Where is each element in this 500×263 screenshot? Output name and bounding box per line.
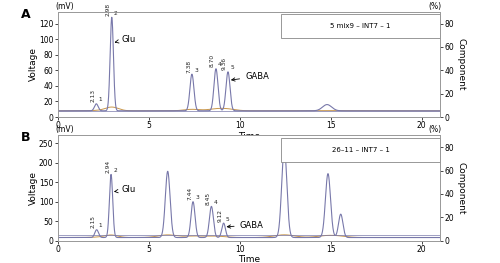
Text: 2: 2	[113, 168, 117, 173]
Text: (min): (min)	[420, 146, 440, 155]
Text: 7.44: 7.44	[187, 187, 192, 200]
Text: 1: 1	[99, 223, 102, 228]
Text: 2.98: 2.98	[106, 3, 111, 16]
Text: 9.12: 9.12	[218, 209, 222, 221]
X-axis label: Time: Time	[238, 255, 260, 263]
FancyBboxPatch shape	[282, 138, 440, 162]
Text: 9.36: 9.36	[222, 57, 227, 70]
Text: 26–11 – INT7 – 1: 26–11 – INT7 – 1	[332, 147, 390, 153]
Text: Glu: Glu	[114, 185, 136, 195]
Text: (%): (%)	[429, 125, 442, 134]
Text: A: A	[21, 8, 31, 21]
Text: (%): (%)	[429, 2, 442, 11]
Text: 5 mix9 – INT7 – 1: 5 mix9 – INT7 – 1	[330, 23, 390, 29]
Text: 5: 5	[226, 216, 230, 221]
Text: 2.13: 2.13	[90, 89, 96, 102]
Text: 4: 4	[214, 200, 218, 205]
Text: 2: 2	[114, 11, 117, 16]
Text: 7.38: 7.38	[186, 59, 191, 73]
Y-axis label: Component: Component	[456, 162, 466, 214]
Text: 3: 3	[194, 68, 198, 73]
Text: 2.15: 2.15	[91, 215, 96, 228]
Y-axis label: Voltage: Voltage	[28, 47, 38, 82]
Text: Glu: Glu	[116, 35, 136, 44]
Y-axis label: Component: Component	[456, 38, 466, 91]
Text: GABA: GABA	[228, 221, 264, 230]
Text: 4: 4	[218, 62, 222, 67]
Text: (mV): (mV)	[56, 2, 74, 11]
Text: 8.45: 8.45	[206, 192, 210, 205]
Text: GABA: GABA	[232, 72, 269, 81]
X-axis label: Time: Time	[238, 132, 260, 141]
Text: 5: 5	[230, 65, 234, 70]
Text: 8.70: 8.70	[210, 54, 215, 67]
Text: 3: 3	[195, 195, 199, 200]
Text: 1: 1	[98, 97, 102, 102]
Y-axis label: Voltage: Voltage	[28, 171, 38, 205]
FancyBboxPatch shape	[282, 14, 440, 38]
Text: B: B	[21, 131, 30, 144]
Text: (mV): (mV)	[56, 125, 74, 134]
Text: 2.94: 2.94	[105, 160, 110, 173]
